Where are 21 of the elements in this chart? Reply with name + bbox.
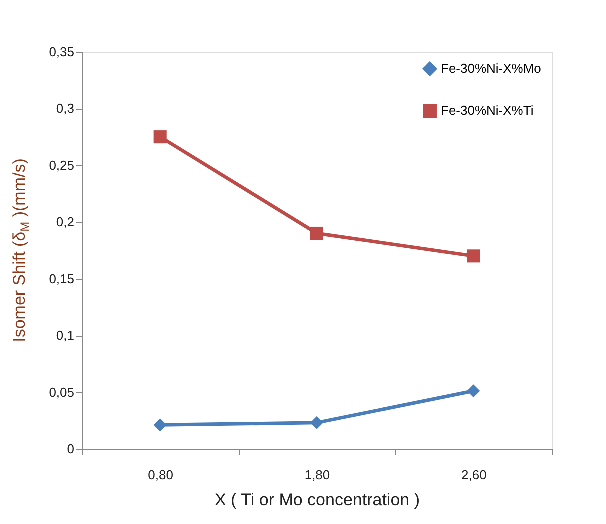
y-axis-title: Isomer Shift (δM )(mm/s) bbox=[10, 158, 32, 342]
y-tick-label: 0,3 bbox=[56, 101, 74, 116]
point bbox=[154, 130, 167, 144]
y-tick-label: 0,15 bbox=[49, 271, 74, 286]
y-tick-label: 0 bbox=[67, 442, 74, 456]
point bbox=[154, 418, 167, 432]
y-tick-label: 0,1 bbox=[56, 328, 74, 344]
x-tick-label: 2,60 bbox=[462, 468, 487, 482]
point bbox=[310, 226, 324, 240]
x-tick-label: 0,80 bbox=[148, 468, 174, 482]
x-axis-title: X ( Ti or Mo concentration ) bbox=[214, 490, 420, 510]
x-tick-label: 1,80 bbox=[304, 468, 330, 482]
legend-label: Fe-30%Ni-X%Mo bbox=[441, 61, 542, 76]
y-tick-label: 0,2 bbox=[56, 214, 74, 230]
point bbox=[467, 384, 480, 398]
point bbox=[310, 416, 324, 430]
y-tick-label: 0,25 bbox=[49, 158, 74, 173]
legend-label: Fe-30%Ni-X%Ti bbox=[441, 103, 534, 118]
point bbox=[467, 250, 480, 263]
y-tick-label: 0,05 bbox=[49, 384, 74, 400]
y-tick-label: 0,35 bbox=[49, 44, 74, 60]
